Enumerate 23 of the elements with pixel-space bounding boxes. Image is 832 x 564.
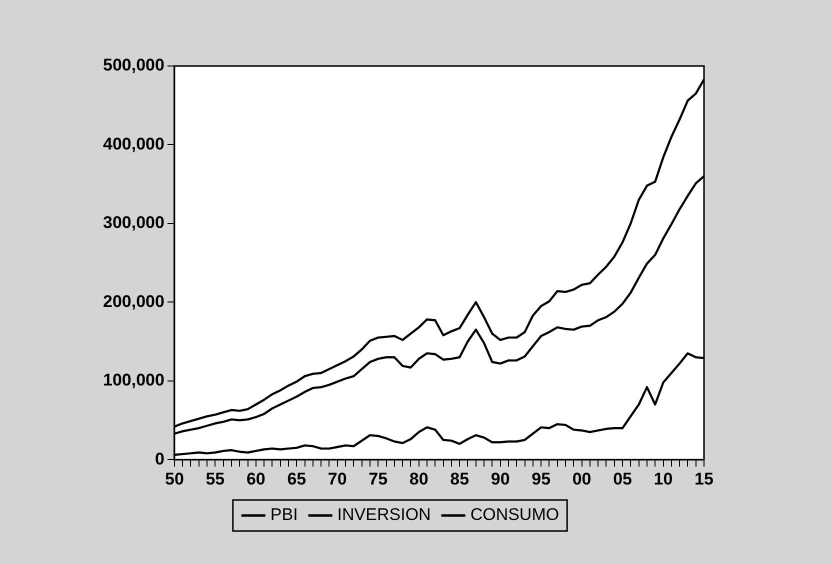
x-tick-label: 15 (694, 469, 714, 488)
x-tick-label: 90 (490, 469, 510, 488)
y-tick-label: 200,000 (103, 292, 164, 311)
x-tick-label: 55 (206, 469, 225, 488)
x-tick-label: 70 (328, 469, 347, 488)
x-tick-label: 85 (450, 469, 470, 488)
y-tick-label: 100,000 (103, 370, 164, 390)
y-tick-label: 500,000 (103, 56, 164, 75)
x-tick-label: 95 (532, 469, 551, 488)
x-tick-label: 05 (613, 469, 632, 488)
legend-label: INVERSION (337, 505, 431, 524)
x-tick-label: 75 (368, 469, 388, 488)
x-tick-label: 10 (654, 469, 673, 488)
legend-label: PBI (270, 505, 298, 524)
x-tick-label: 00 (572, 469, 592, 488)
x-tick-label: 65 (287, 469, 306, 488)
x-tick-label: 80 (409, 469, 428, 488)
x-tick-label: 60 (246, 469, 266, 488)
legend-label: CONSUMO (470, 505, 560, 524)
y-tick-label: 0 (154, 449, 164, 468)
y-tick-label: 300,000 (103, 213, 164, 232)
x-tick-label: 50 (164, 469, 184, 488)
y-tick-label: 400,000 (103, 134, 164, 154)
